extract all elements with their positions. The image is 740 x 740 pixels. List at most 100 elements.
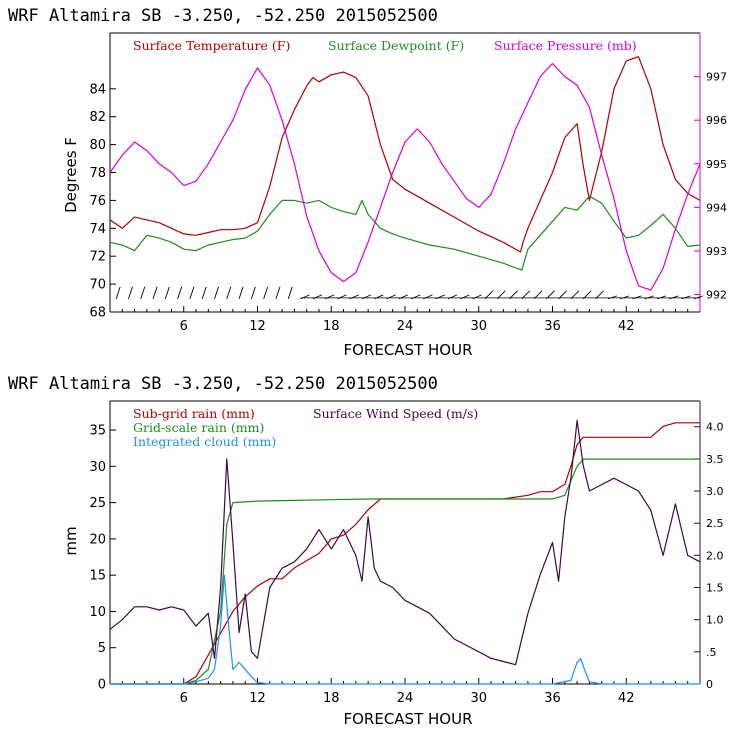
chart1-wind-barb — [152, 286, 158, 300]
chart1-y2tick-label: 995 — [706, 158, 727, 171]
chart1-wind-barb — [496, 290, 506, 300]
legend-surface-wind-speed: Surface Wind Speed (m/s) — [313, 406, 478, 421]
chart2-xtick-label: 12 — [249, 691, 266, 706]
chart1-wind-barb — [644, 295, 654, 300]
chart1-wind-barb — [238, 286, 244, 300]
chart1-xtick-label: 36 — [544, 319, 561, 334]
chart2-xtick-label: 36 — [544, 691, 561, 706]
chart1-wind-barb — [386, 294, 396, 300]
chart2-y2tick-label: 2.0 — [706, 549, 724, 562]
chart1-wind-barb — [632, 295, 642, 300]
chart2-ytick-label: 35 — [89, 424, 106, 439]
chart1-ytick-label: 78 — [89, 166, 106, 181]
chart1-title: WRF Altamira SB -3.250, -52.250 20150525… — [8, 6, 438, 26]
chart2-ytick-label: 0 — [98, 678, 106, 693]
chart1-xlabel: FORECAST HOUR — [343, 341, 472, 359]
legend-integrated-cloud: Integrated cloud (mm) — [133, 434, 276, 449]
chart1-xtick-label: 24 — [397, 319, 414, 334]
chart2-xtick-label: 42 — [618, 691, 635, 706]
chart2-xtick-label: 6 — [180, 691, 188, 706]
chart2-y2tick-label: 4.0 — [706, 421, 724, 434]
chart1-ytick-label: 84 — [89, 82, 106, 97]
chart1-wind-barb — [521, 290, 531, 300]
legend-surface-temperature: Surface Temperature (F) — [133, 38, 290, 53]
chart1-y2tick-label: 992 — [706, 289, 727, 302]
chart1-wind-barb — [287, 286, 293, 300]
chart1-wind-barb — [263, 286, 269, 300]
chart1-ytick-label: 76 — [89, 194, 106, 209]
chart2-ytick-label: 10 — [89, 605, 106, 620]
chart1-wind-barb — [558, 290, 567, 300]
chart1-wind-barb — [570, 290, 580, 300]
chart2-y2tick-label: .5 — [706, 646, 717, 659]
chart1-y2tick-label: 993 — [706, 245, 727, 258]
chart1-wind-barb — [214, 286, 219, 300]
chart1-series-surface-temperature-f — [109, 56, 701, 253]
chart1-wind-barb — [619, 295, 630, 300]
chart1-y2tick-label: 994 — [706, 201, 727, 214]
chart1-wind-barb — [140, 286, 146, 300]
chart2-series-grid-scale-rain-mm — [110, 458, 700, 685]
chart1-ytick-label: 72 — [89, 250, 106, 265]
chart2-xtick-label: 30 — [470, 691, 487, 706]
chart2-series-sub-grid-rain-mm — [110, 422, 700, 685]
chart1-ytick-label: 80 — [89, 138, 106, 153]
chart1-wind-barb — [201, 286, 207, 300]
chart1-wind-barb — [300, 294, 310, 300]
chart1-wind-barb — [410, 294, 421, 300]
chart2-ylabel: mm — [62, 526, 80, 555]
chart1-ytick-label: 82 — [89, 110, 106, 125]
chart1-wind-barb — [533, 290, 543, 300]
chart1-wind-barb — [607, 295, 617, 300]
chart1-xtick-label: 30 — [470, 319, 487, 334]
chart1-ytick-label: 70 — [89, 278, 106, 293]
chart1-wind-barb — [472, 294, 482, 300]
chart1-series-surface-dewpoint-f — [109, 195, 701, 271]
chart1-ylabel: Degrees F — [62, 137, 80, 213]
legend-surface-dewpoint: Surface Dewpoint (F) — [328, 38, 464, 53]
chart1-wind-barb — [398, 294, 409, 300]
chart1-wind-barb — [312, 294, 322, 300]
chart1-wind-barb — [595, 290, 604, 300]
chart1-wind-barb — [669, 295, 679, 300]
chart1-wind-barb — [164, 286, 170, 300]
chart2-y2tick-label: 2.5 — [706, 517, 724, 530]
chart1-wind-barb — [447, 294, 458, 300]
chart2-xtick-label: 18 — [323, 691, 340, 706]
chart1-xtick-label: 6 — [180, 319, 188, 334]
chart1-wind-barb — [582, 290, 592, 300]
chart2-ytick-label: 30 — [89, 460, 106, 475]
chart1-wind-barb — [324, 294, 335, 300]
chart1-wind-barb — [681, 295, 691, 300]
chart1-wind-barb — [656, 295, 667, 300]
chart1-series-surface-pressure-mb — [109, 62, 701, 291]
chart2-series-surface-wind-speed-m-s — [109, 419, 701, 666]
chart1-ytick-label: 74 — [89, 222, 106, 237]
chart1-y2tick-label: 996 — [706, 114, 727, 127]
chart2-ytick-label: 20 — [89, 532, 106, 547]
chart2-title: WRF Altamira SB -3.250, -52.250 20150525… — [8, 374, 438, 394]
chart2-y2tick-label: 3.0 — [706, 485, 724, 498]
chart1-wind-barb — [275, 286, 281, 300]
chart1-y2tick-label: 997 — [706, 71, 727, 84]
legend-subgrid-rain: Sub-grid rain (mm) — [133, 406, 255, 421]
chart1-wind-barb — [177, 286, 183, 300]
chart1-wind-barb — [250, 286, 256, 300]
chart2-xlabel: FORECAST HOUR — [343, 710, 472, 728]
chart1-xtick-label: 12 — [249, 319, 266, 334]
chart2-y2tick-label: 1.0 — [706, 614, 724, 627]
chart1-wind-barb — [374, 294, 384, 300]
chart2-xtick-label: 24 — [397, 691, 414, 706]
chart1-wind-barb — [546, 290, 555, 300]
chart2-ytick-label: 25 — [89, 496, 106, 511]
chart1-wind-barb — [484, 290, 494, 300]
legend-gridscale-rain: Grid-scale rain (mm) — [133, 420, 264, 435]
chart1-wind-barb — [189, 286, 195, 300]
chart2-y2tick-label: 3.5 — [706, 453, 724, 466]
chart1-wind-barb — [423, 294, 433, 300]
chart1-wind-barb — [115, 286, 121, 300]
chart2-series-integrated-cloud-mm — [110, 574, 700, 685]
chart1-wind-barb — [349, 294, 359, 300]
chart2-y2tick-label: 1.5 — [706, 582, 724, 595]
